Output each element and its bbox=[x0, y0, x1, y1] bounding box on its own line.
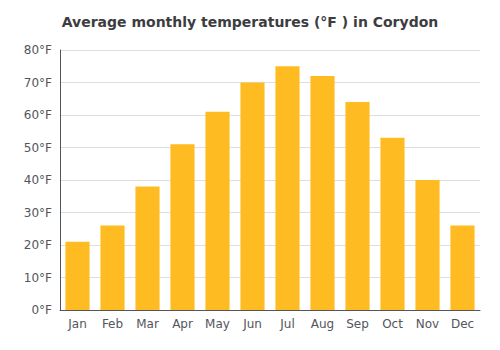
svg-text:Nov: Nov bbox=[416, 317, 439, 331]
svg-text:0°F: 0°F bbox=[31, 303, 52, 317]
svg-text:20°F: 20°F bbox=[24, 238, 52, 252]
svg-text:30°F: 30°F bbox=[24, 206, 52, 220]
svg-text:Oct: Oct bbox=[382, 317, 403, 331]
svg-text:Mar: Mar bbox=[136, 317, 159, 331]
svg-text:Dec: Dec bbox=[451, 317, 474, 331]
svg-text:Jun: Jun bbox=[242, 317, 262, 331]
svg-text:50°F: 50°F bbox=[24, 141, 52, 155]
svg-text:70°F: 70°F bbox=[24, 76, 52, 90]
svg-text:May: May bbox=[205, 317, 230, 331]
svg-text:40°F: 40°F bbox=[24, 173, 52, 187]
svg-text:Jan: Jan bbox=[67, 317, 87, 331]
svg-text:Sep: Sep bbox=[346, 317, 369, 331]
svg-text:Aug: Aug bbox=[311, 317, 334, 331]
svg-text:60°F: 60°F bbox=[24, 108, 52, 122]
svg-text:Average monthly temperatures (: Average monthly temperatures (°F ) in Co… bbox=[62, 14, 439, 30]
svg-text:Apr: Apr bbox=[172, 317, 193, 331]
svg-text:10°F: 10°F bbox=[24, 271, 52, 285]
svg-text:Jul: Jul bbox=[279, 317, 294, 331]
svg-text:80°F: 80°F bbox=[24, 43, 52, 57]
svg-text:Feb: Feb bbox=[102, 317, 123, 331]
